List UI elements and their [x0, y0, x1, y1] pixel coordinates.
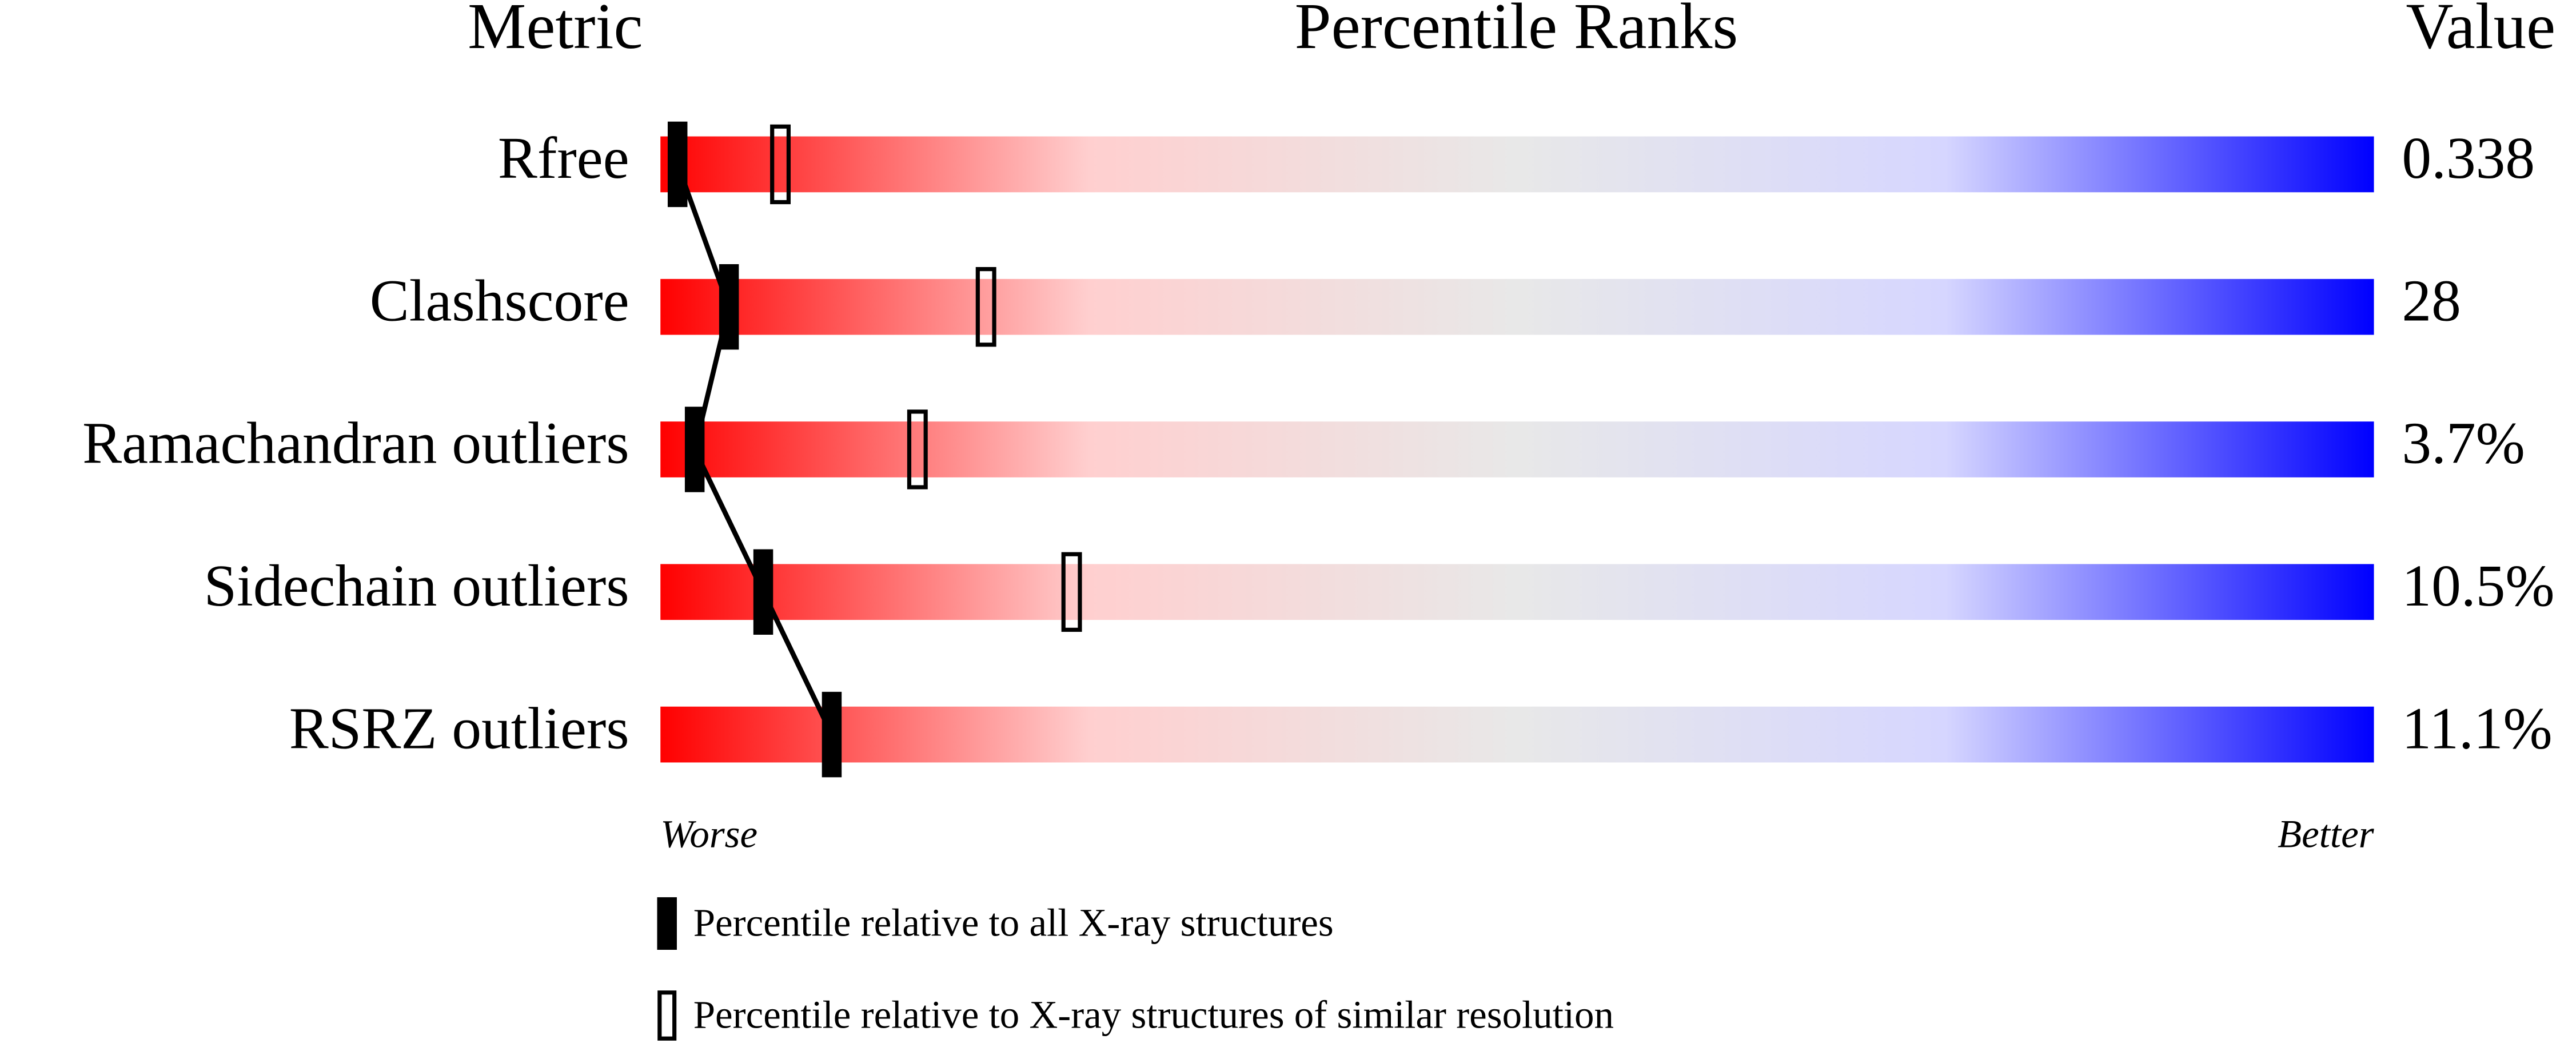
metric-value: 11.1%: [2402, 696, 2552, 761]
column-header: Percentile Ranks: [1295, 0, 1738, 62]
column-header: Value: [2406, 0, 2555, 62]
x-axis-label: Better: [2278, 812, 2375, 855]
metric-value: 0.338: [2402, 126, 2535, 191]
percentile-marker: [822, 691, 842, 778]
percentile-track: [660, 136, 2374, 193]
metric-value: 28: [2402, 268, 2461, 333]
metric-label: Ramachandran outliers: [82, 411, 629, 476]
metric-label: RSRZ outliers: [289, 696, 629, 761]
percentile-track: [660, 706, 2374, 763]
percentile-track: [660, 564, 2374, 620]
percentile-track: [660, 278, 2374, 335]
legend-label: Percentile relative to X-ray structures …: [693, 993, 1614, 1037]
percentile-marker: [667, 121, 688, 208]
metric-value: 10.5%: [2402, 554, 2554, 619]
percentile-marker: [975, 267, 996, 347]
percentile-marker: [1061, 552, 1082, 632]
legend-label: Percentile relative to all X-ray structu…: [693, 901, 1334, 945]
metric-label: Sidechain outliers: [204, 554, 629, 619]
metric-label: Rfree: [498, 126, 629, 191]
percentile-marker: [770, 124, 791, 205]
column-header: Metric: [468, 0, 643, 62]
percentile-marker: [684, 407, 705, 492]
percentile-track: [660, 421, 2374, 477]
metric-label: Clashscore: [370, 268, 629, 333]
metric-value: 3.7%: [2402, 411, 2525, 476]
x-axis-label: Worse: [660, 812, 757, 855]
legend-swatch: [657, 897, 677, 950]
percentile-marker: [753, 549, 773, 635]
percentile-marker: [719, 264, 739, 350]
legend-swatch: [657, 990, 677, 1041]
percentile-marker: [907, 409, 928, 489]
